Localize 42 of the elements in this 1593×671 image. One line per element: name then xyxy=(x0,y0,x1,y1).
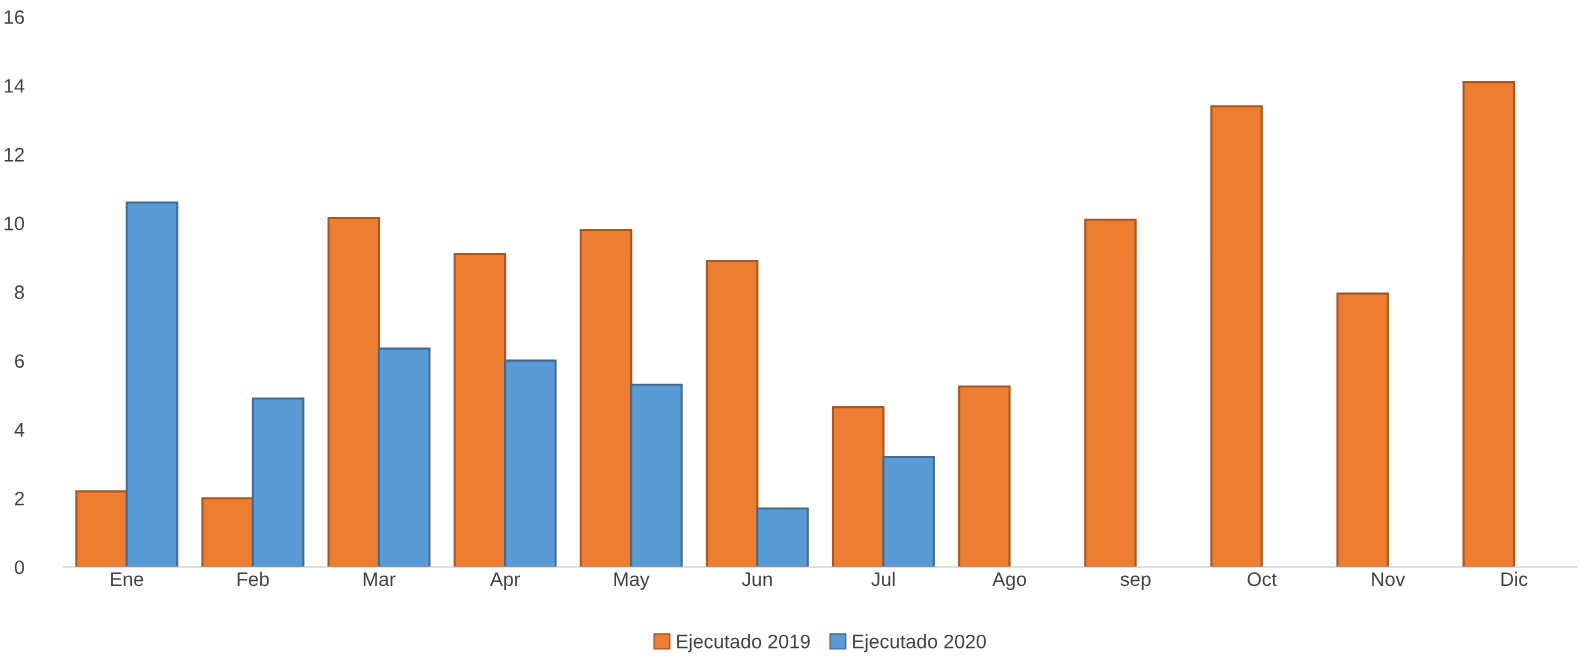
bar xyxy=(1210,105,1263,567)
bar xyxy=(75,490,128,567)
bar xyxy=(1336,292,1389,567)
y-tick-label: 10 xyxy=(4,216,25,231)
bar xyxy=(1084,218,1137,567)
y-tick-label: 14 xyxy=(4,79,25,93)
bar xyxy=(958,385,1011,567)
y-tick-label: 16 xyxy=(4,10,24,25)
bar xyxy=(579,228,633,567)
y-tick-label: 2 xyxy=(15,491,24,506)
bar xyxy=(705,259,759,567)
y-tick-label: 0 xyxy=(14,560,25,575)
legend-label: Ejecutado 2020 xyxy=(853,634,986,653)
x-tick-label: Nov xyxy=(1372,572,1406,587)
x-tick-label: May xyxy=(614,572,650,590)
bar xyxy=(251,397,305,567)
bar xyxy=(504,359,557,567)
x-tick-label: sep xyxy=(1120,575,1151,590)
x-tick-label: Oct xyxy=(1247,572,1277,587)
x-tick-label: Ago xyxy=(992,572,1027,590)
bar xyxy=(756,507,809,567)
x-tick-label: Apr xyxy=(490,572,520,590)
x-tick-label: Dic xyxy=(1501,571,1528,587)
bar xyxy=(453,253,507,567)
x-tick-label: Ene xyxy=(111,572,144,587)
y-tick-label: 8 xyxy=(14,285,24,300)
x-tick-label: Feb xyxy=(237,571,269,587)
y-tick-label: 12 xyxy=(4,147,24,162)
y-tick-label: 4 xyxy=(14,423,25,437)
y-tick-label: 6 xyxy=(15,354,24,368)
x-tick-label: Mar xyxy=(363,572,396,587)
x-tick-label: Jun xyxy=(741,572,772,587)
legend-label: Ejecutado 2019 xyxy=(677,634,810,653)
bar xyxy=(1462,81,1516,567)
bar xyxy=(327,216,381,567)
x-tick-label: Jul xyxy=(871,571,895,587)
bar xyxy=(882,455,935,567)
bar xyxy=(630,383,683,567)
bar xyxy=(831,406,885,567)
bar xyxy=(201,497,254,567)
bar xyxy=(377,347,431,567)
bar xyxy=(125,201,179,567)
